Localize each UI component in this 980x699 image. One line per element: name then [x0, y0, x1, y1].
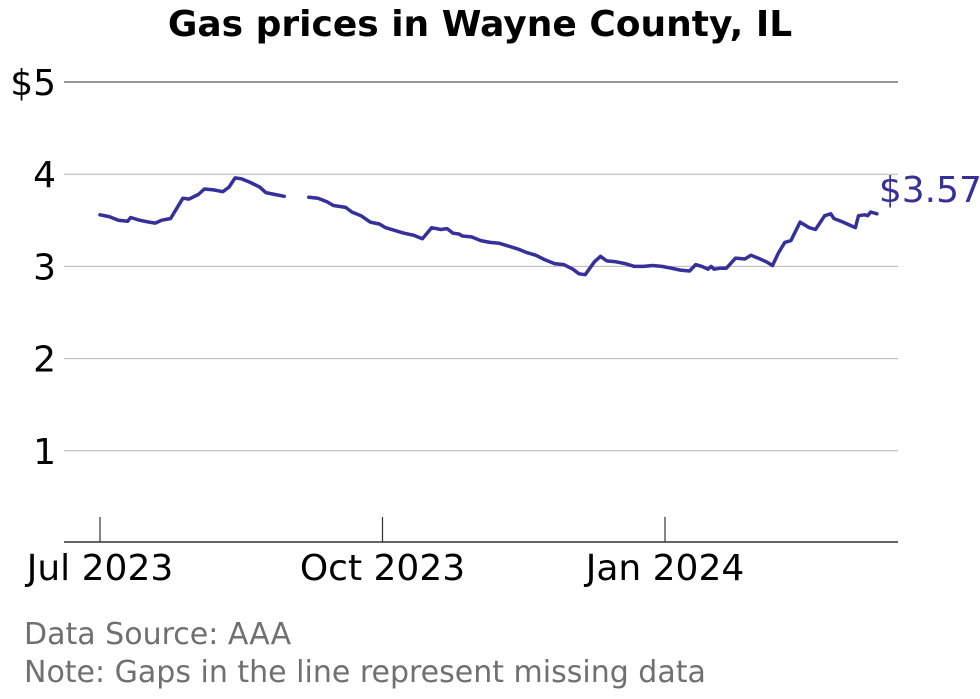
y-axis-tick-labels: 1 2 3 4 $5 [10, 63, 56, 473]
y-tick-label: 1 [33, 432, 56, 473]
end-value-label: $3.57 [879, 170, 980, 211]
y-tick-label: 4 [33, 155, 56, 196]
grid-lines [64, 81, 898, 452]
data-source-note: Data Source: AAA [24, 617, 292, 652]
y-tick-label: 3 [33, 247, 56, 288]
missing-data-note: Note: Gaps in the line represent missing… [24, 655, 706, 690]
chart: 1 2 3 4 $5 Jul 2023 Oct 2023 Jan 2024 $3.57 [10, 63, 980, 589]
y-tick-label: 2 [33, 340, 56, 381]
x-axis: Jul 2023 Oct 2023 Jan 2024 [25, 517, 898, 589]
series-line [98, 176, 879, 277]
x-tick-label: Jan 2024 [584, 548, 745, 589]
end-value-label-group: $3.57 [879, 170, 980, 211]
chart-title: Gas prices in Wayne County, IL [167, 4, 793, 45]
series-line-segment-1 [98, 176, 286, 225]
x-tick-label: Oct 2023 [300, 548, 465, 589]
series-line-segment-2 [307, 195, 879, 277]
x-tick-label: Jul 2023 [25, 548, 174, 589]
y-tick-label: $5 [10, 63, 56, 104]
